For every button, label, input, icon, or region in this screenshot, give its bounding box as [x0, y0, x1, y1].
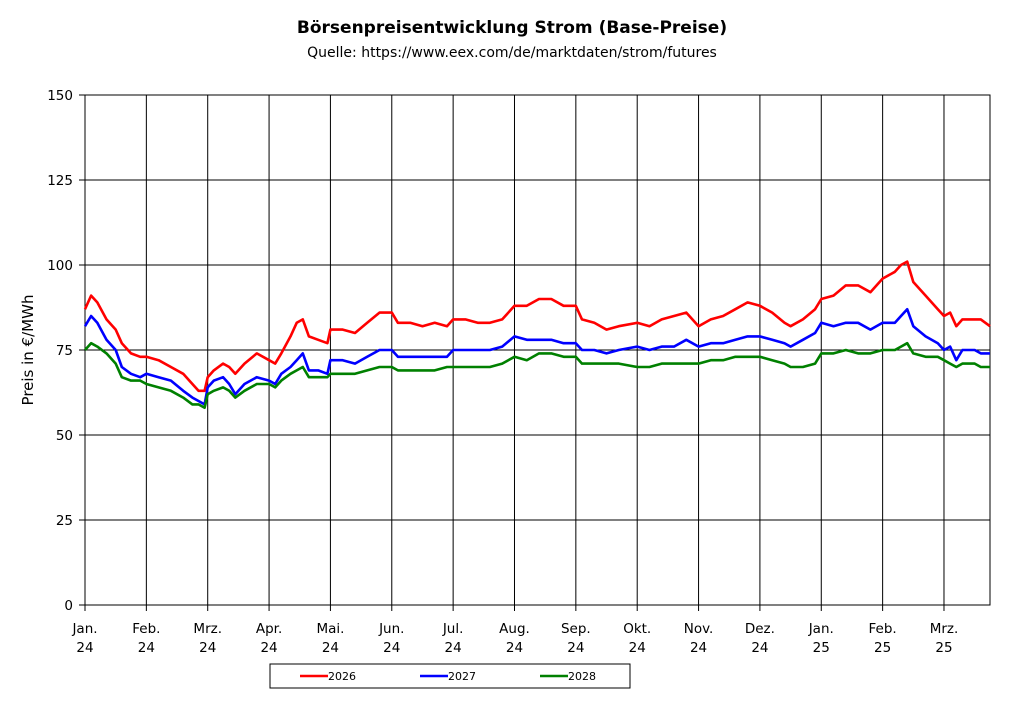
legend-box [269, 663, 631, 689]
chart-subtitle: Quelle: https://www.eex.com/de/marktdate… [307, 45, 717, 61]
x-tick-label-month: Aug. [499, 621, 530, 637]
chart-title: Börsenpreisentwicklung Strom (Base-Preis… [296, 18, 728, 38]
x-tick-label-month: Sep. [561, 621, 591, 637]
x-tick-label-year: 25 [813, 640, 830, 656]
x-tick-labels: Jan. 24 Feb. 24 Mrz. 24 Apr. 24 Mai. 24 Jun. 24 Jul.… [71, 621, 958, 656]
x-tick-label-month: Feb. [869, 621, 897, 637]
x-tick-label-year: 24 [322, 640, 339, 656]
x-tick-label-year: 25 [874, 640, 891, 656]
y-tick-label: 100 [47, 258, 73, 274]
x-tick-label-month: Jan. [808, 621, 834, 637]
x-tick-label-year: 24 [199, 640, 216, 656]
x-tick-label-month: Nov. [684, 621, 714, 637]
x-tick-label-month: Jun. [378, 621, 404, 637]
y-axis-label: Preis in €/MWh [19, 295, 37, 406]
x-tick-label-month: Okt. [623, 621, 651, 637]
x-tick-label-year: 24 [445, 640, 462, 656]
series-lines [83, 260, 991, 410]
x-tick-label-month: Apr. [256, 621, 282, 637]
x-tick-label-month: Mai. [316, 621, 344, 637]
x-tick-label-year: 24 [751, 640, 768, 656]
x-tick-label-year: 24 [506, 640, 523, 656]
x-tick-label-year: 24 [567, 640, 584, 656]
y-tick-label: 125 [47, 173, 73, 189]
legend-label-2026: 2026 [328, 670, 356, 683]
x-tick-label-month: Mrz. [193, 621, 222, 637]
x-tick-label-month: Dez. [745, 621, 775, 637]
y-tick-label: 25 [56, 513, 73, 529]
legend-label-2027: 2027 [448, 670, 476, 683]
series-line-2028 [84, 341, 990, 410]
x-tick-label-year: 24 [76, 640, 93, 656]
y-tick-label: 0 [64, 598, 73, 614]
x-tick-label-year: 24 [690, 640, 707, 656]
y-tick-label: 150 [47, 88, 73, 104]
y-tick-label: 50 [56, 428, 73, 444]
x-tick-label-year: 24 [629, 640, 646, 656]
x-tick-label-year: 24 [383, 640, 400, 656]
x-tick-label-year: 25 [935, 640, 952, 656]
series-line-2026 [83, 260, 991, 393]
legend-label-2028: 2028 [568, 670, 596, 683]
x-tick-label-month: Jan. [71, 621, 97, 637]
series-line-2027 [83, 307, 990, 406]
y-tick-label: 75 [56, 343, 73, 359]
legend: 2026 2027 2028 [269, 663, 631, 689]
x-tick-label-year: 24 [260, 640, 277, 656]
x-tick-label-month: Feb. [132, 621, 160, 637]
x-tick-label-month: Jul. [442, 621, 464, 637]
y-tick-labels: 0 25 50 75 100 125 150 [47, 88, 73, 614]
x-tick-label-year: 24 [138, 640, 155, 656]
x-tick-label-month: Mrz. [930, 621, 959, 637]
